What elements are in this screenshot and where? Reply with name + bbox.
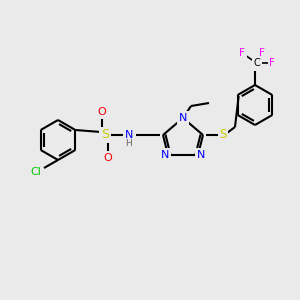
Text: N: N: [179, 113, 187, 123]
Text: H: H: [126, 140, 132, 148]
Text: F: F: [259, 48, 265, 58]
Text: Cl: Cl: [31, 167, 41, 177]
Text: N: N: [125, 130, 133, 140]
Text: O: O: [103, 153, 112, 163]
Text: F: F: [269, 58, 275, 68]
Text: N: N: [197, 150, 205, 160]
Text: N: N: [161, 150, 169, 160]
Text: F: F: [239, 48, 245, 58]
Text: S: S: [219, 128, 227, 142]
Text: O: O: [98, 107, 106, 117]
Text: S: S: [101, 128, 109, 142]
Text: C: C: [254, 58, 260, 68]
